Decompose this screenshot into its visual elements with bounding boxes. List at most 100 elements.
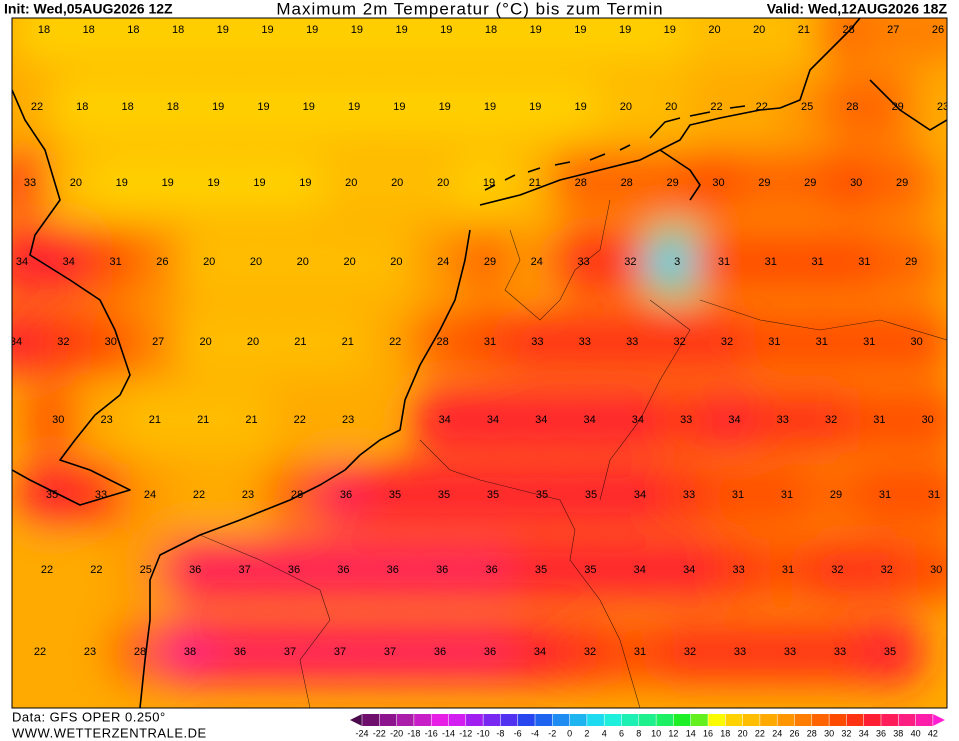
temperature-value: 18 bbox=[127, 24, 139, 36]
temperature-blob bbox=[410, 461, 478, 529]
temperature-blob bbox=[877, 228, 946, 296]
temperature-value: 28 bbox=[846, 101, 858, 113]
temperature-value: 35 bbox=[584, 564, 596, 576]
temperature-value: 20 bbox=[345, 177, 357, 189]
temperature-blob bbox=[210, 536, 279, 604]
temperature-blob bbox=[67, 461, 135, 529]
temperature-value: 25 bbox=[801, 101, 813, 113]
scale-label: 34 bbox=[859, 728, 869, 738]
temperature-blob bbox=[106, 618, 174, 686]
temperature-value: 34 bbox=[439, 414, 451, 426]
temperature-value: 18 bbox=[83, 24, 95, 36]
scale-box bbox=[604, 714, 622, 726]
temperature-value: 19 bbox=[217, 24, 229, 36]
temperature-blob bbox=[265, 386, 334, 454]
temperature-value: 19 bbox=[574, 101, 586, 113]
temperature-value: 38 bbox=[184, 646, 196, 658]
temperature-blob bbox=[72, 386, 141, 454]
scale-box bbox=[759, 714, 778, 726]
temperature-value: 30 bbox=[910, 336, 922, 348]
temperature-value: 33 bbox=[531, 336, 543, 348]
temperature-blob bbox=[206, 618, 274, 686]
temperature-value: 19 bbox=[393, 101, 405, 113]
temperature-blob bbox=[214, 461, 282, 529]
scale-label: -20 bbox=[390, 728, 403, 738]
temperature-blob bbox=[787, 308, 856, 376]
temperature-blob bbox=[557, 461, 625, 529]
temperature-blob bbox=[507, 386, 576, 454]
init-time: Init: Wed,05AUG2026 12Z bbox=[4, 1, 173, 17]
temperature-value: 19 bbox=[439, 101, 451, 113]
temperature-blob bbox=[406, 618, 474, 686]
temperature-value: 32 bbox=[825, 414, 837, 426]
temperature-blob bbox=[256, 618, 324, 686]
temperature-blob bbox=[362, 228, 431, 296]
temperature-value: 19 bbox=[303, 101, 315, 113]
temperature-value: 22 bbox=[41, 564, 53, 576]
temperature-blob bbox=[835, 308, 904, 376]
temperature-labels: 18 18 18 18 19 19 19 19 19 19 18 19 19 19 19 20 20 21 28 27… bbox=[12, 24, 947, 658]
scale-box bbox=[638, 714, 657, 726]
temperature-blob bbox=[165, 461, 233, 529]
temperature-blob bbox=[704, 536, 773, 604]
temperature-value: 34 bbox=[632, 414, 644, 426]
temperature-blob bbox=[693, 308, 761, 376]
temperature-blob bbox=[76, 308, 145, 376]
scale-label: 40 bbox=[911, 728, 921, 738]
temperature-blob bbox=[655, 536, 724, 604]
scale-box bbox=[465, 714, 484, 726]
temperature-blob bbox=[268, 228, 337, 296]
temperature-blob bbox=[606, 618, 674, 686]
scale-label: -4 bbox=[531, 728, 539, 738]
scale-box bbox=[829, 714, 847, 726]
temperature-value: 19 bbox=[261, 24, 273, 36]
temperature-blob bbox=[175, 228, 244, 296]
scale-label: 26 bbox=[789, 728, 799, 738]
temperature-value: 29 bbox=[905, 256, 917, 268]
temperature-value: 20 bbox=[70, 177, 82, 189]
temperature-value: 31 bbox=[873, 414, 885, 426]
valid-time: Valid: Wed,12AUG2026 18Z bbox=[767, 1, 948, 17]
temperature-value: 25 bbox=[140, 564, 152, 576]
temperature-value: 20 bbox=[343, 256, 355, 268]
scale-label: -6 bbox=[514, 728, 522, 738]
temperature-value: 20 bbox=[437, 177, 449, 189]
temperature-blob bbox=[803, 536, 872, 604]
scale-label: 32 bbox=[841, 728, 851, 738]
temperature-blob bbox=[783, 228, 852, 296]
temperature-value: 18 bbox=[485, 24, 497, 36]
temperature-value: 3 bbox=[674, 256, 680, 268]
temperature-blob bbox=[24, 386, 93, 454]
scale-low-end bbox=[350, 714, 362, 726]
temperature-blob bbox=[596, 228, 665, 296]
temperature-blob bbox=[217, 386, 286, 454]
temperature-value: 37 bbox=[284, 646, 296, 658]
scale-box bbox=[448, 714, 466, 726]
temperature-value: 34 bbox=[728, 414, 740, 426]
temperature-blob bbox=[556, 618, 624, 686]
temperature-blob bbox=[756, 618, 824, 686]
temperature-value: 19 bbox=[529, 101, 541, 113]
scale-label: 42 bbox=[928, 728, 938, 738]
temperature-blob bbox=[904, 18, 947, 64]
temperature-value: 22 bbox=[34, 646, 46, 658]
temperature-value: 27 bbox=[152, 336, 164, 348]
temperature-blob bbox=[312, 461, 380, 529]
temperature-blob bbox=[706, 618, 774, 686]
temperature-blob bbox=[171, 308, 240, 376]
temperature-blob bbox=[643, 228, 712, 296]
temperature-value: 19 bbox=[395, 24, 407, 36]
temperature-value: 19 bbox=[574, 24, 586, 36]
scale-box bbox=[794, 714, 812, 726]
temperature-blob bbox=[502, 228, 571, 296]
temperature-blob bbox=[503, 308, 572, 376]
temperature-blob bbox=[802, 461, 870, 529]
temperature-field bbox=[12, 18, 947, 686]
temperature-blob bbox=[806, 618, 874, 686]
temperature-blob bbox=[116, 461, 184, 529]
scale-box bbox=[500, 714, 518, 726]
temperature-value: 22 bbox=[294, 414, 306, 426]
temperature-value: 33 bbox=[577, 256, 589, 268]
temperature-blob bbox=[56, 618, 124, 686]
temperature-value: 36 bbox=[340, 489, 352, 501]
